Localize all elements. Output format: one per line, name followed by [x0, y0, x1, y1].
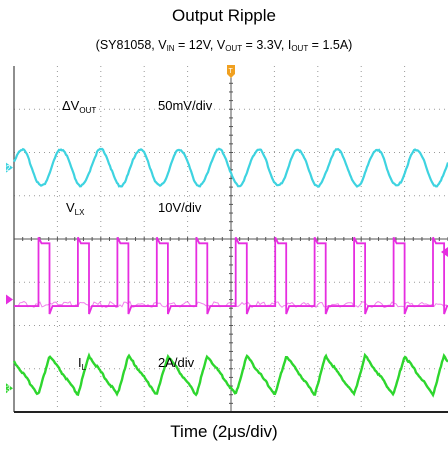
chart-title: Output Ripple [172, 6, 276, 25]
trace-label-out: ΔVOUT [62, 98, 96, 115]
channel-marker [6, 294, 13, 305]
channel-marker [6, 383, 13, 394]
trace-label-lx: VLX [66, 200, 85, 217]
traces [12, 147, 448, 398]
trace-vlx [14, 236, 448, 315]
trigger-marker-label: T [229, 68, 234, 75]
right-marker [441, 246, 448, 257]
channel-marker [6, 162, 13, 173]
trace-scale-label: 50mV/div [158, 98, 213, 113]
grid [13, 65, 448, 413]
trace-dvout [13, 147, 448, 188]
trace-il [12, 352, 448, 398]
channel-markers: 2 3 T [6, 65, 448, 394]
channel-marker-label: 3 [6, 385, 11, 394]
trace-scale-label: 2A/div [158, 355, 195, 370]
trace-scale-label: 10V/div [158, 200, 202, 215]
x-axis-label: Time (2μs/div) [170, 422, 278, 441]
trace-label-l: IL [78, 355, 87, 372]
chart-subtitle: (SY81058, VIN = 12V, VOUT = 3.3V, IOUT =… [95, 38, 353, 53]
trigger-marker [227, 65, 235, 78]
channel-marker-label: 2 [6, 164, 11, 173]
trace-labels: ΔVOUT 50mV/div VLX 10V/div IL 2A/div [62, 98, 213, 372]
trace-vlx-noise [13, 300, 448, 309]
